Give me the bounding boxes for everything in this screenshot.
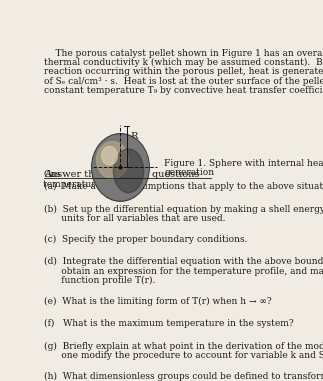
Ellipse shape — [113, 149, 144, 193]
Text: Answer the following questions: Answer the following questions — [44, 170, 200, 179]
Text: function profile T(r).: function profile T(r). — [44, 276, 155, 285]
Text: reaction occurring within the porous pellet, heat is generated at a constant rat: reaction occurring within the porous pel… — [44, 67, 323, 77]
Text: R: R — [130, 132, 137, 141]
Ellipse shape — [93, 135, 148, 200]
Text: obtain an expression for the temperature profile, and make a sketch of the: obtain an expression for the temperature… — [44, 267, 323, 276]
Text: one modify the procedure to account for variable k and Sₑ.: one modify the procedure to account for … — [44, 351, 323, 360]
Text: units for all variables that are used.: units for all variables that are used. — [44, 214, 226, 223]
Text: The porous catalyst pellet shown in Figure 1 has an overall radius R and a: The porous catalyst pellet shown in Figu… — [44, 49, 323, 58]
Text: thermal conductivity k (which may be assumed constant).  Because of the chemical: thermal conductivity k (which may be ass… — [44, 58, 323, 67]
Text: (h)  What dimensionless groups could be defined to transform the primitive form: (h) What dimensionless groups could be d… — [44, 372, 323, 381]
Text: (a)  Make a list of assumptions that apply to the above situation.: (a) Make a list of assumptions that appl… — [44, 182, 323, 191]
Text: generation: generation — [164, 168, 214, 177]
Text: Figure 1. Sphere with internal heat: Figure 1. Sphere with internal heat — [164, 158, 323, 168]
Text: (b)  Set up the differential equation by making a shell energy balance. Show the: (b) Set up the differential equation by … — [44, 205, 323, 214]
Text: (g)  Briefly explain at what point in the derivation of the model equation would: (g) Briefly explain at what point in the… — [44, 342, 323, 351]
Text: constant temperature T₉ by convective heat transfer coefficient h.: constant temperature T₉ by convective he… — [44, 86, 323, 95]
Text: (e)  What is the limiting form of T(r) when h → ∞?: (e) What is the limiting form of T(r) wh… — [44, 297, 272, 306]
Text: (f)   What is the maximum temperature in the system?: (f) What is the maximum temperature in t… — [44, 319, 294, 328]
Text: of Sₑ cal/cm³ · s.  Heat is lost at the outer surface of the pellet to a gas str: of Sₑ cal/cm³ · s. Heat is lost at the o… — [44, 77, 323, 86]
Ellipse shape — [97, 141, 128, 179]
Text: Gas: Gas — [43, 170, 61, 179]
Text: (d)  Integrate the differential equation with the above boundary conditions to: (d) Integrate the differential equation … — [44, 257, 323, 266]
Ellipse shape — [102, 146, 118, 165]
Text: (c)  Specify the proper boundary conditions.: (c) Specify the proper boundary conditio… — [44, 235, 248, 244]
Text: temperature T₉: temperature T₉ — [43, 180, 114, 189]
Ellipse shape — [92, 134, 149, 201]
